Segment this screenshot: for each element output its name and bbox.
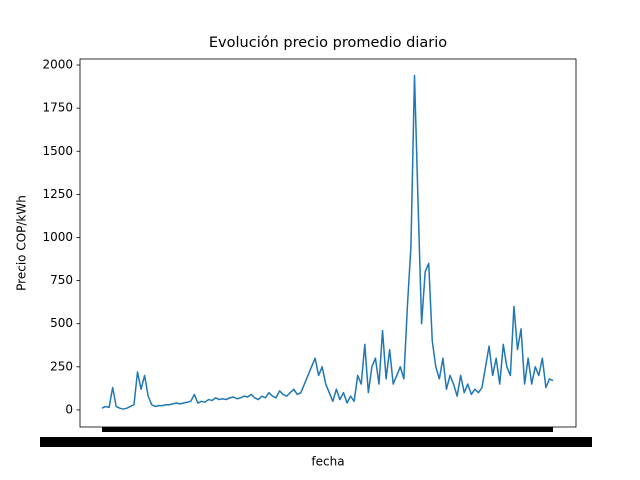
price-line bbox=[101, 74, 554, 410]
y-tick-label: 1250 bbox=[42, 187, 73, 201]
y-tick-label: 500 bbox=[50, 316, 73, 330]
y-tick-label: 250 bbox=[50, 359, 73, 373]
y-tick-label: 1500 bbox=[42, 144, 73, 158]
y-tick-label: 1750 bbox=[42, 101, 73, 115]
y-tick-label: 750 bbox=[50, 273, 73, 287]
y-tick-label: 1000 bbox=[42, 230, 73, 244]
x-axis-label: fecha bbox=[311, 455, 344, 469]
plot-frame bbox=[79, 58, 577, 428]
y-tick-label: 0 bbox=[65, 402, 73, 416]
x-tick-marks bbox=[102, 427, 553, 432]
y-tick-label: 2000 bbox=[42, 58, 73, 72]
chart-title: Evolución precio promedio diario bbox=[209, 35, 447, 51]
y-axis-label: Precio COP/kWh bbox=[15, 195, 29, 291]
x-tick-labels-illegible bbox=[40, 437, 592, 447]
